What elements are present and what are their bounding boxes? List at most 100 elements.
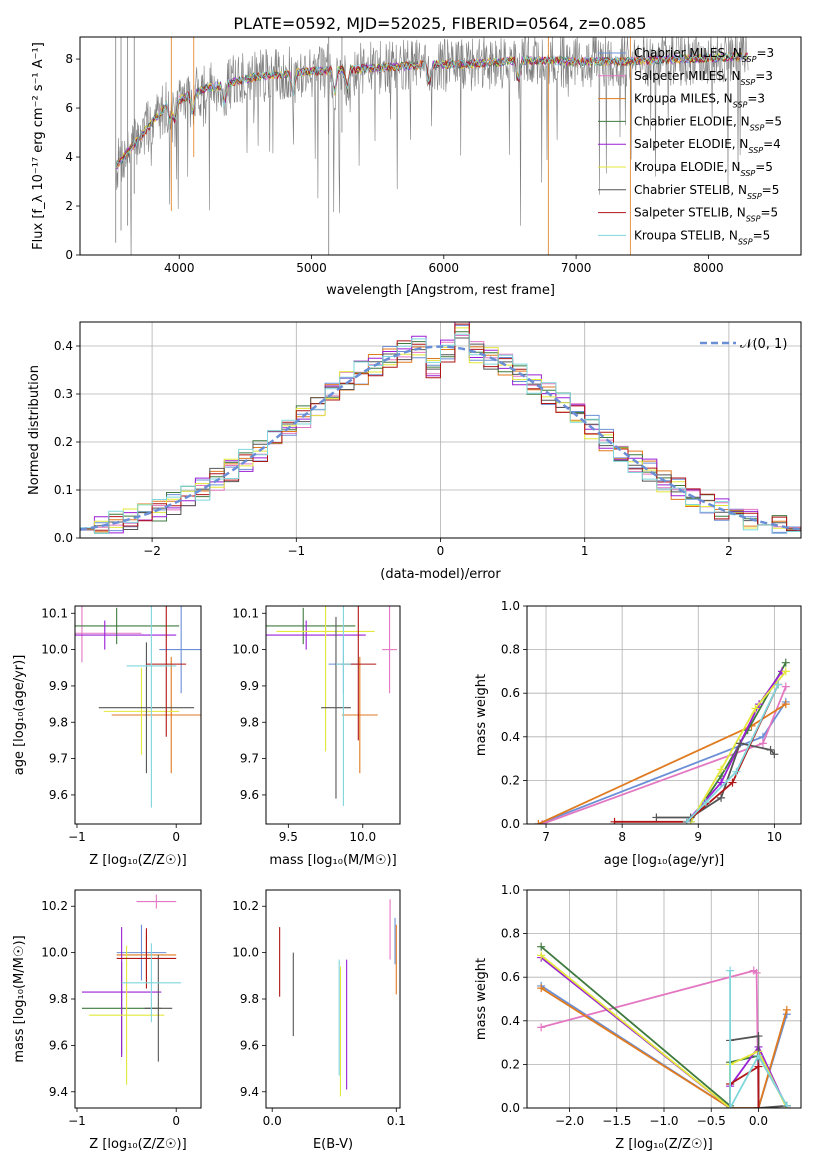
legend-entry: 𝒩(0, 1) — [740, 337, 787, 352]
legend-entry: Salpeter STELIB, NSSP=5 — [634, 206, 778, 224]
weight-marker — [726, 966, 735, 975]
x-tick-label: 0.1 — [387, 1114, 406, 1128]
y-tick-label: 0.0 — [501, 817, 520, 831]
x-axis-label: Z [log₁₀(Z/Z☉)] — [89, 853, 186, 868]
spectrum-panel: 4000 5000 6000 7000 8000 0 2 4 6 8 wavelength [Ang… — [31, 36, 802, 298]
y-tick-label: 9.4 — [49, 1085, 68, 1099]
weight-marker — [754, 1104, 763, 1108]
y-tick-label: 9.8 — [49, 992, 68, 1006]
plot-area — [81, 894, 182, 1085]
weight-marker — [732, 767, 741, 776]
y-axis-label: Normed distribution — [27, 365, 42, 495]
y-tick-label: 10.0 — [41, 946, 68, 960]
plot-area — [266, 606, 398, 806]
x-tick-label: 6000 — [429, 261, 460, 275]
y-tick-label: 0.6 — [501, 686, 520, 700]
weight-marker — [736, 739, 745, 748]
x-tick-label: 10.0 — [349, 830, 376, 844]
y-axis-label: mass [log₁₀(M/M☉)] — [12, 935, 27, 1062]
weight-line — [686, 684, 780, 823]
y-tick-label: 0.4 — [501, 1014, 520, 1028]
y-tick-label: 9.8 — [240, 715, 259, 729]
weight-vs-age-panel: 7 8 9 10 0.0 0.2 0.4 0.6 0.8 1.0 age [log₁₀(age/yr… — [474, 599, 802, 868]
weight-marker — [701, 798, 710, 807]
weight-marker — [717, 778, 726, 787]
x-tick-label: 0 — [172, 830, 180, 844]
weight-marker — [781, 667, 790, 676]
legend-entry: Chabrier ELODIE, NSSP=5 — [634, 114, 782, 131]
legend-entry: Salpeter MILES, NSSP=3 — [634, 69, 773, 87]
x-tick-label: 7 — [542, 830, 550, 844]
y-tick-label: 9.8 — [240, 992, 259, 1006]
x-tick-label: −1.0 — [649, 1114, 678, 1128]
weight-line — [729, 970, 788, 1108]
x-axis-label: Z [log₁₀(Z/Z☉)] — [89, 1137, 186, 1152]
weight-line — [656, 742, 776, 819]
plot-area — [534, 658, 790, 824]
y-tick-label: 0.4 — [54, 339, 73, 353]
y-tick-label: 0.6 — [501, 970, 520, 984]
axes-frame — [79, 36, 802, 256]
x-tick-label: 0.0 — [263, 1114, 282, 1128]
normal-curve — [80, 345, 801, 531]
y-tick-label: 9.9 — [240, 679, 259, 693]
y-axis-label: Flux [f_λ 10⁻¹⁷ erg cm⁻² s⁻¹ A⁻¹] — [31, 42, 46, 250]
weight-marker — [610, 817, 619, 824]
y-tick-label: 8 — [65, 52, 73, 66]
y-tick-label: 0.8 — [501, 643, 520, 657]
y-tick-label: 10.2 — [41, 899, 68, 913]
weight-marker — [782, 1005, 791, 1014]
x-tick-label: −1 — [68, 1114, 86, 1128]
y-tick-label: 0.3 — [54, 387, 73, 401]
age-vs-mass-panel: 9.5 10.0 9.6 9.7 9.8 9.9 10.0 10.1 mass [log₁₀(M… — [232, 605, 401, 868]
weight-marker — [537, 951, 546, 960]
weight-marker — [766, 745, 775, 754]
weight-marker — [781, 658, 790, 667]
x-axis-label: (data-model)/error — [380, 567, 501, 582]
axes-frame — [79, 321, 802, 539]
x-tick-label: −1.5 — [602, 1114, 631, 1128]
legend-entry: Chabrier MILES, NSSP=3 — [634, 46, 774, 64]
weight-marker — [770, 750, 779, 759]
y-axis-label: mass weight — [474, 958, 489, 1040]
axes-frame — [265, 605, 401, 825]
y-tick-label: 2 — [65, 199, 73, 213]
plot-area — [537, 942, 791, 1108]
x-tick-label: −1 — [287, 544, 305, 558]
observed-spectrum — [115, 37, 749, 255]
y-tick-label: 9.6 — [49, 788, 68, 802]
x-tick-label: 7000 — [561, 261, 592, 275]
weight-marker — [537, 1023, 546, 1032]
y-tick-label: 9.7 — [240, 752, 259, 766]
y-tick-label: 6 — [65, 101, 73, 115]
x-tick-label: 8 — [618, 830, 626, 844]
weight-marker — [751, 704, 760, 713]
mass-vs-ebv-panel: 0.0 0.1 9.4 9.6 9.8 10.0 10.2 E(B-V) — [232, 889, 406, 1152]
y-tick-label: 0.8 — [501, 927, 520, 941]
weight-marker — [726, 1104, 735, 1108]
y-tick-label: 10.0 — [232, 946, 259, 960]
weight-marker — [717, 765, 726, 774]
weight-marker — [754, 1032, 763, 1041]
x-tick-label: 10 — [767, 830, 782, 844]
weight-marker — [537, 942, 546, 951]
age-vs-metallicity-panel: −1 0 9.6 9.7 9.8 9.9 10.0 10.1 Z [log₁₀(Z/Z☉)] ag… — [12, 605, 202, 868]
weight-line — [540, 969, 760, 1108]
weight-marker — [752, 968, 761, 977]
y-tick-label: 10.1 — [232, 606, 259, 620]
y-tick-label: 9.6 — [49, 1038, 68, 1052]
x-axis-label: mass [log₁₀(M/M☉)] — [269, 853, 396, 868]
x-axis-label: wavelength [Angstrom, rest frame] — [326, 283, 555, 298]
axes-frame — [74, 605, 202, 825]
residual-histogram — [80, 333, 801, 534]
model-spectrum — [115, 52, 748, 169]
plot-area — [75, 606, 201, 808]
y-tick-label: 10.1 — [41, 606, 68, 620]
y-tick-label: 9.8 — [49, 715, 68, 729]
x-axis-label: E(B-V) — [313, 1137, 353, 1152]
axes-frame — [526, 889, 802, 1109]
weight-marker — [754, 1051, 763, 1060]
x-tick-label: 5000 — [296, 261, 327, 275]
legend-entry: Kroupa ELODIE, NSSP=5 — [634, 160, 773, 178]
weight-marker — [534, 820, 543, 824]
